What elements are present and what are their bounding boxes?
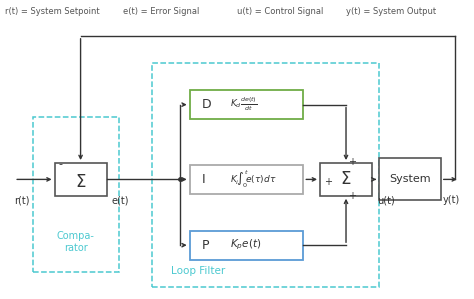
Text: $K_i\!\int_0^t\!e(\tau)d\tau$: $K_i\!\int_0^t\!e(\tau)d\tau$ xyxy=(230,168,276,190)
Bar xyxy=(320,163,372,196)
Bar xyxy=(33,117,118,272)
Text: y(t) = System Output: y(t) = System Output xyxy=(346,7,436,16)
Bar xyxy=(190,90,303,119)
Text: u(t): u(t) xyxy=(377,195,394,205)
Bar xyxy=(55,163,107,196)
Text: r(t) = System Setpoint: r(t) = System Setpoint xyxy=(5,7,100,16)
Text: e(t) = Error Signal: e(t) = Error Signal xyxy=(123,7,200,16)
Bar xyxy=(152,63,379,287)
Text: D: D xyxy=(201,98,211,111)
Text: Compa-
rator: Compa- rator xyxy=(57,231,95,253)
Text: P: P xyxy=(201,239,209,252)
Text: System: System xyxy=(389,174,431,184)
Text: +: + xyxy=(348,191,356,201)
Text: e(t): e(t) xyxy=(111,195,129,205)
Text: +: + xyxy=(324,177,332,187)
Text: Loop Filter: Loop Filter xyxy=(171,266,225,276)
Bar xyxy=(379,158,441,200)
Bar xyxy=(190,231,303,260)
Text: $\Sigma$: $\Sigma$ xyxy=(340,170,352,188)
Text: -: - xyxy=(58,159,62,169)
Text: $\Sigma$: $\Sigma$ xyxy=(75,173,86,191)
Text: r(t): r(t) xyxy=(14,195,30,205)
Text: $K_d\frac{de(t)}{dt}$: $K_d\frac{de(t)}{dt}$ xyxy=(230,96,257,113)
Text: $K_p e(t)$: $K_p e(t)$ xyxy=(230,238,261,252)
Text: +: + xyxy=(348,158,356,167)
Text: u(t) = Control Signal: u(t) = Control Signal xyxy=(237,7,323,16)
Text: I: I xyxy=(201,173,205,186)
Bar xyxy=(190,165,303,194)
Text: y(t): y(t) xyxy=(443,195,460,205)
